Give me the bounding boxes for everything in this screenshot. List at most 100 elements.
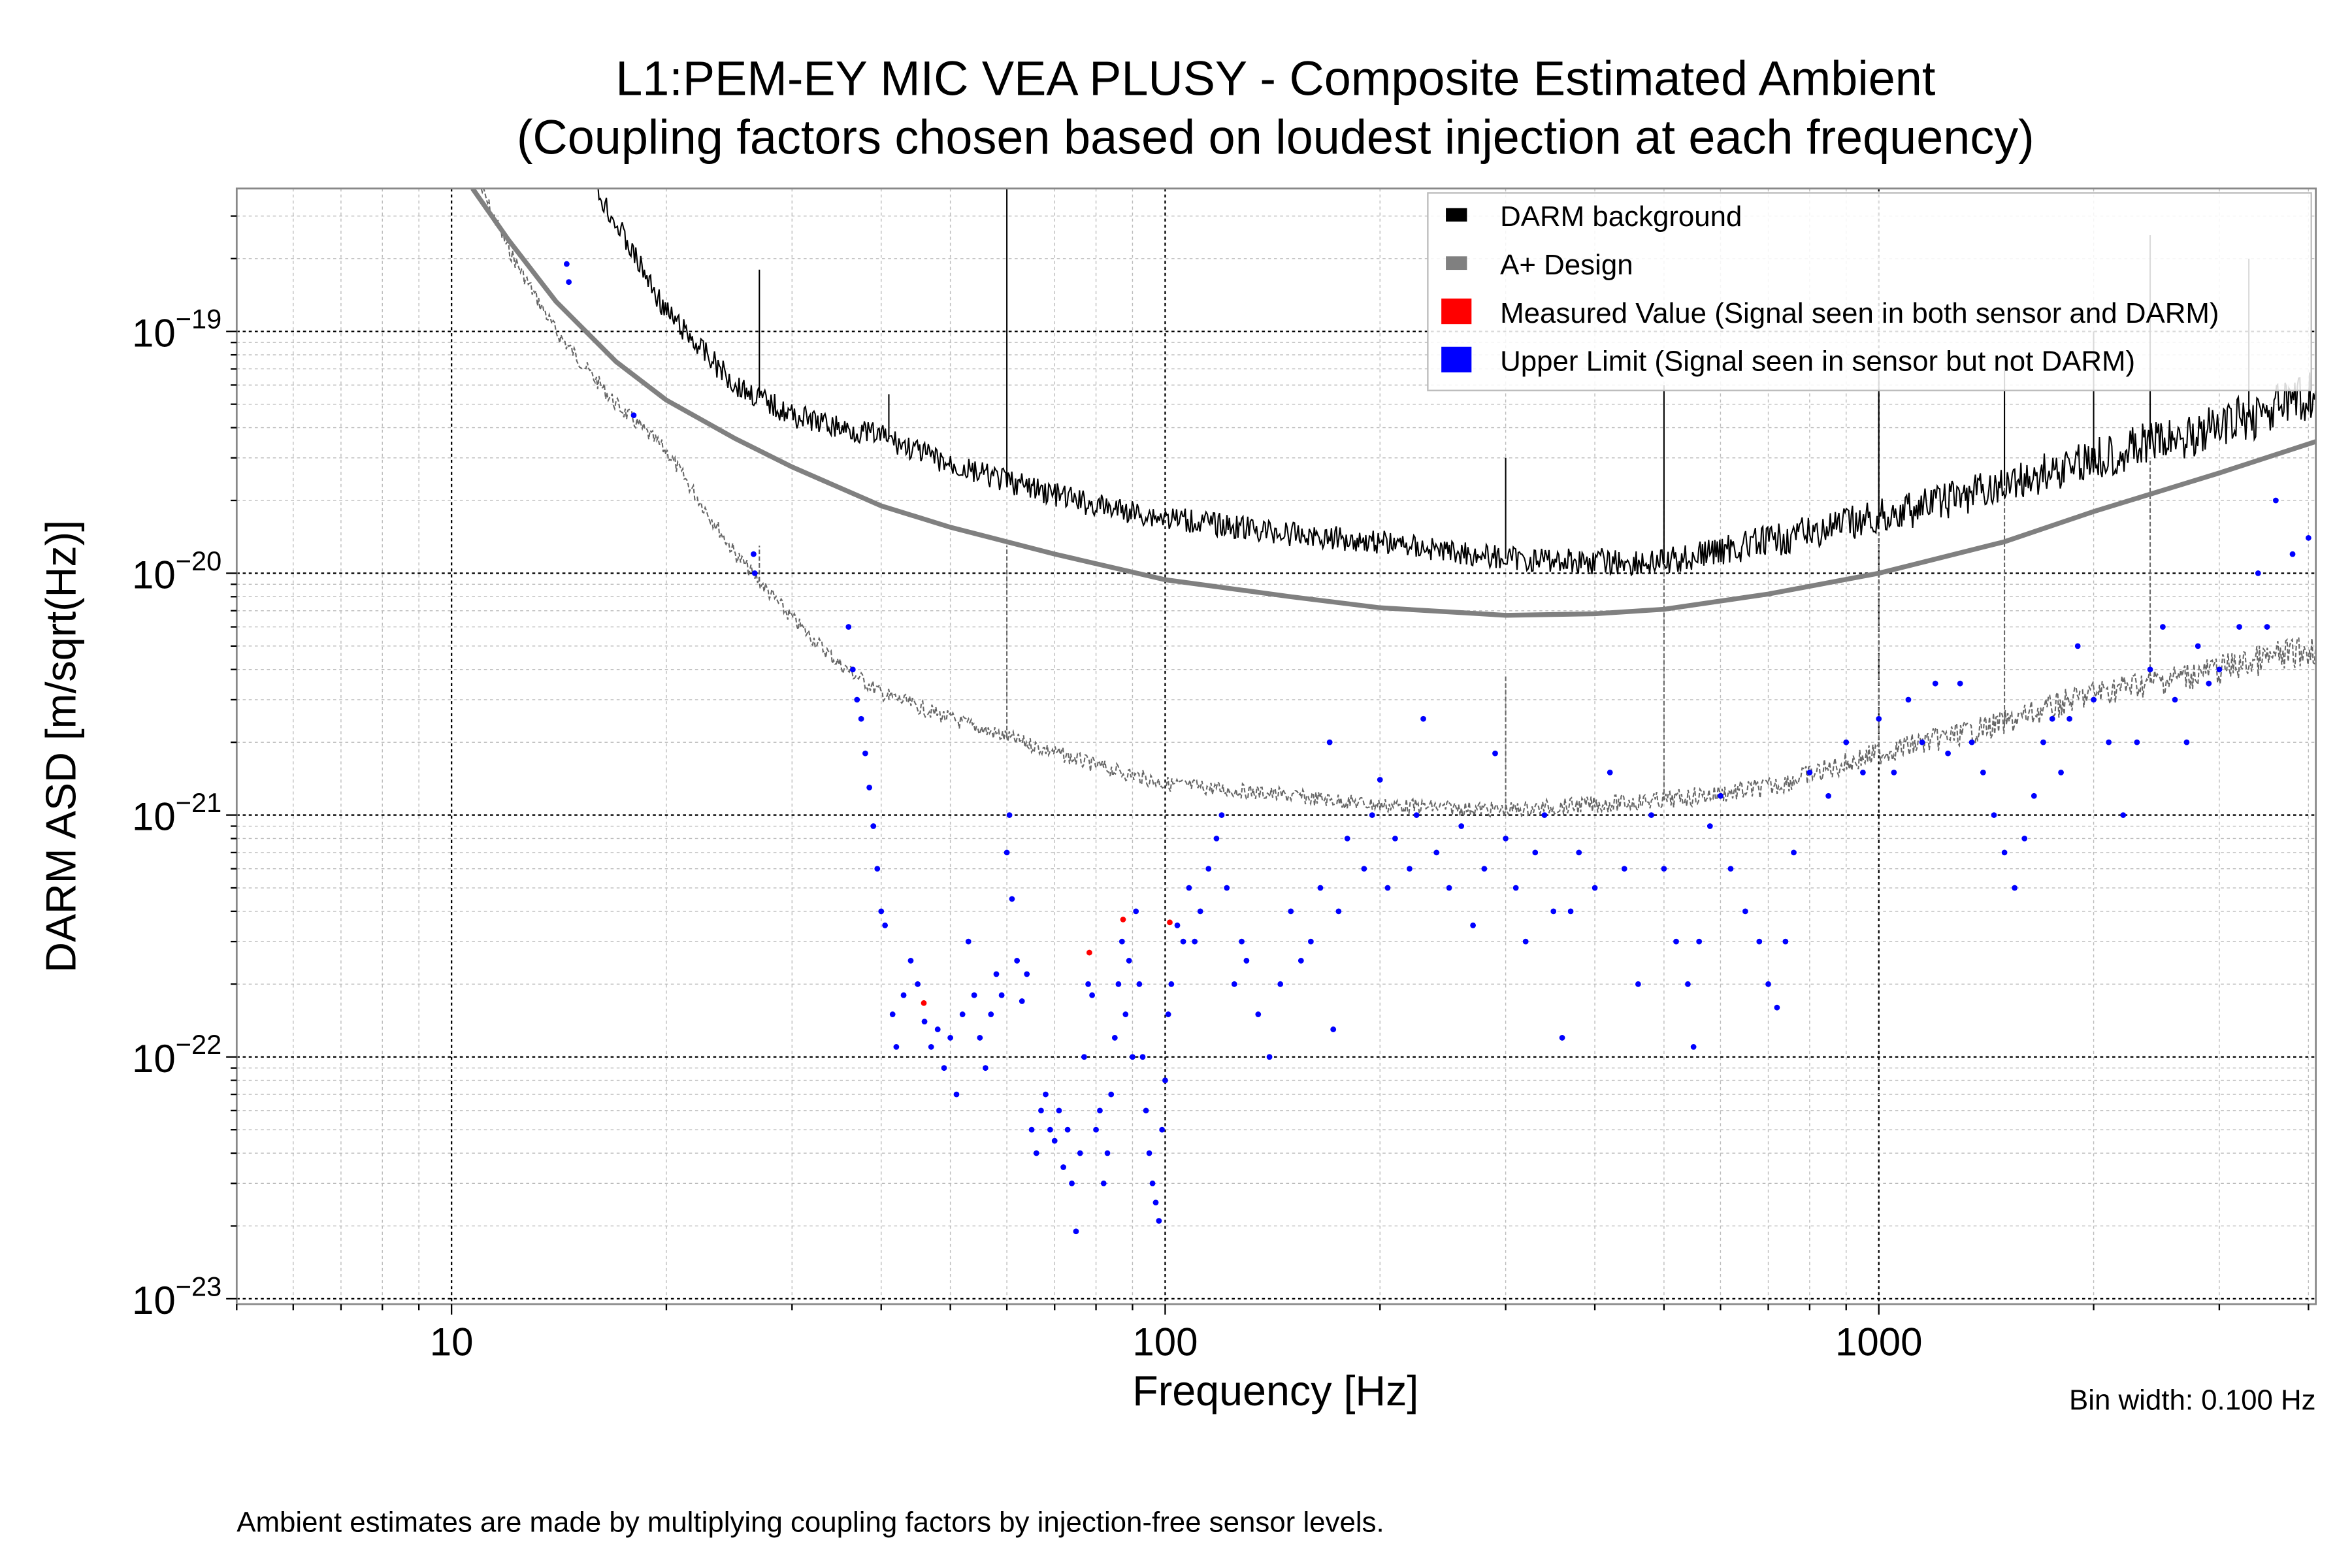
upper-limit-point: [1957, 680, 1963, 687]
upper-limit-point: [1004, 849, 1010, 856]
upper-limit-point: [878, 908, 885, 915]
upper-limit-point: [1197, 908, 1203, 915]
upper-limit-point: [1051, 1137, 1058, 1144]
upper-limit-point: [2058, 770, 2064, 776]
y-tick-base: 10: [132, 553, 176, 596]
upper-limit-point: [971, 992, 977, 998]
upper-limit-point: [1119, 938, 1125, 945]
upper-limit-point: [1592, 885, 1598, 891]
y-tick-label: 10−23: [132, 1271, 221, 1322]
y-tick-exponent: −19: [176, 304, 221, 335]
x-tick-label: 100: [1132, 1320, 1198, 1364]
upper-limit-point: [1782, 938, 1789, 945]
upper-limit-point: [2091, 696, 2097, 703]
bin-width-note: Bin width: 0.100 Hz: [2069, 1384, 2316, 1416]
upper-limit-point: [1081, 1054, 1087, 1060]
upper-limit-point: [1009, 896, 1015, 902]
upper-limit-point: [1377, 777, 1383, 783]
upper-limit-point: [1136, 981, 1143, 987]
upper-limit-point: [1361, 866, 1367, 872]
upper-limit-point: [1156, 1218, 1162, 1224]
dashed-ambient-line: [480, 188, 2316, 818]
upper-limit-point: [1550, 908, 1557, 915]
upper-limit-point: [1239, 938, 1245, 945]
upper-limit-point: [1043, 1091, 1049, 1098]
upper-limit-point: [1192, 938, 1198, 945]
upper-limit-point: [977, 1035, 983, 1041]
upper-limit-point: [1330, 1026, 1337, 1032]
upper-limit-point: [1727, 866, 1734, 872]
upper-limit-point: [1126, 958, 1132, 964]
upper-limit-point: [2120, 812, 2127, 818]
y-tick-label: 10−19: [132, 304, 221, 355]
upper-limit-point: [998, 992, 1005, 998]
upper-limit-point: [2172, 696, 2178, 703]
upper-limit-point: [1243, 958, 1250, 964]
y-tick-base: 10: [132, 1279, 176, 1322]
upper-limit-point: [1742, 908, 1748, 915]
chart-title: L1:PEM-EY MIC VEA PLUSY - Composite Esti…: [615, 51, 1935, 105]
upper-limit-point: [1392, 836, 1398, 841]
upper-limit-point: [849, 666, 856, 673]
legend: DARM background A+ Design Measured Value…: [1427, 192, 2312, 391]
y-tick-exponent: −23: [176, 1271, 221, 1301]
upper-limit-point: [1685, 981, 1691, 987]
upper-limit-point: [1231, 981, 1237, 987]
upper-limit-point: [751, 551, 757, 557]
upper-limit-point: [1648, 812, 1654, 818]
y-tick-label: 10−22: [132, 1029, 221, 1081]
upper-limit-point: [928, 1044, 934, 1050]
upper-limit-point: [1089, 992, 1095, 998]
upper-limit-point: [1413, 812, 1420, 818]
upper-limit-point: [1122, 1011, 1129, 1017]
upper-limit-point: [1673, 938, 1679, 945]
upper-limit-point: [1458, 823, 1465, 829]
y-tick-exponent: −20: [176, 546, 221, 576]
legend-label-darm: DARM background: [1500, 201, 1742, 233]
upper-limit-point: [1308, 938, 1314, 945]
upper-limit-point: [1288, 908, 1294, 915]
upper-limit-point: [1060, 1164, 1066, 1170]
upper-limit-point: [1433, 849, 1440, 856]
legend-swatch-darm: [1446, 208, 1467, 222]
upper-limit-point: [1696, 938, 1703, 945]
upper-limit-point: [1224, 885, 1230, 891]
upper-limit-point: [1255, 1011, 1262, 1017]
upper-limit-point: [751, 570, 758, 576]
upper-limit-point: [1843, 739, 1850, 745]
upper-limit-point: [2206, 680, 2212, 687]
upper-limit-point: [2012, 885, 2018, 891]
upper-limit-point: [1073, 1228, 1079, 1235]
upper-limit-point: [1100, 1180, 1107, 1186]
upper-limit-point: [1174, 922, 1181, 928]
upper-limit-point: [965, 938, 972, 945]
upper-limit-point: [1344, 836, 1350, 841]
upper-limit-point: [2160, 624, 2166, 630]
upper-limit-point: [1218, 812, 1225, 818]
legend-swatch-aplus: [1446, 256, 1467, 270]
upper-limit-point: [1806, 770, 1813, 776]
legend-swatch-upper: [1441, 346, 1472, 372]
upper-limit-point: [1115, 981, 1122, 987]
upper-limit-point: [1765, 981, 1771, 987]
upper-limit-point: [1559, 1035, 1565, 1041]
upper-limit-point: [1919, 739, 1925, 745]
upper-limit-point: [1165, 1011, 1171, 1017]
upper-limit-point: [1718, 792, 1723, 799]
upper-limit-point: [1143, 1107, 1149, 1114]
upper-limit-point: [882, 922, 889, 928]
upper-limit-point: [2255, 570, 2261, 576]
upper-limit-point: [1661, 866, 1667, 872]
upper-limit-point: [874, 866, 881, 872]
upper-limit-point: [1180, 938, 1186, 945]
y-tick-exponent: −21: [176, 787, 221, 818]
legend-swatch-measured: [1441, 298, 1472, 325]
upper-limit-point: [2147, 666, 2153, 673]
axes-frame: [235, 188, 2317, 1305]
upper-limit-point: [947, 1035, 953, 1041]
upper-limit-point: [1635, 981, 1641, 987]
upper-limit-point: [915, 981, 921, 987]
footnote: Ambient estimates are made by multiplyin…: [237, 1507, 1384, 1539]
upper-limit-point: [1266, 1054, 1273, 1060]
